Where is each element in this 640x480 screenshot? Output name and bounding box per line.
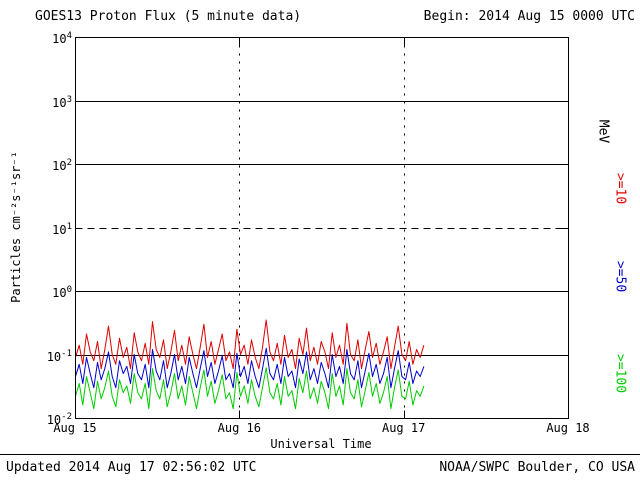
right-label-100: >=100	[612, 353, 628, 394]
begin-timestamp: Begin: 2014 Aug 15 0000 UTC	[423, 9, 635, 24]
y-tick-label: 104	[52, 31, 72, 46]
x-tick-label: Aug 15	[53, 421, 97, 435]
x-axis-title: Universal Time	[270, 437, 372, 451]
y-tick-label: 10-2	[46, 412, 72, 427]
right-label-mev: MeV	[595, 119, 611, 144]
series-ge10	[75, 319, 425, 370]
plot-area	[75, 37, 569, 419]
y-tick-label: 102	[52, 158, 72, 173]
plot-frame	[75, 37, 569, 419]
series-ge50	[75, 347, 425, 389]
series-ge100	[75, 367, 425, 410]
x-tick-label: Aug 17	[381, 421, 426, 435]
y-axis-title: Particles cm⁻²s⁻¹sr⁻¹	[9, 151, 23, 303]
y-tick-label: 10-1	[46, 348, 72, 364]
credit-label: NOAA/SWPC Boulder, CO USA	[439, 460, 635, 475]
chart-title: GOES13 Proton Flux (5 minute data)	[35, 9, 302, 24]
y-tick-label: 100	[52, 285, 72, 300]
footer-divider	[0, 454, 640, 455]
updated-timestamp: Updated 2014 Aug 17 02:56:02 UTC	[6, 460, 257, 475]
x-tick-label: Aug 16	[217, 421, 261, 435]
y-tick-label: 103	[52, 94, 72, 110]
x-tick-label: Aug 18	[546, 421, 590, 435]
y-tick-label: 101	[52, 221, 72, 237]
